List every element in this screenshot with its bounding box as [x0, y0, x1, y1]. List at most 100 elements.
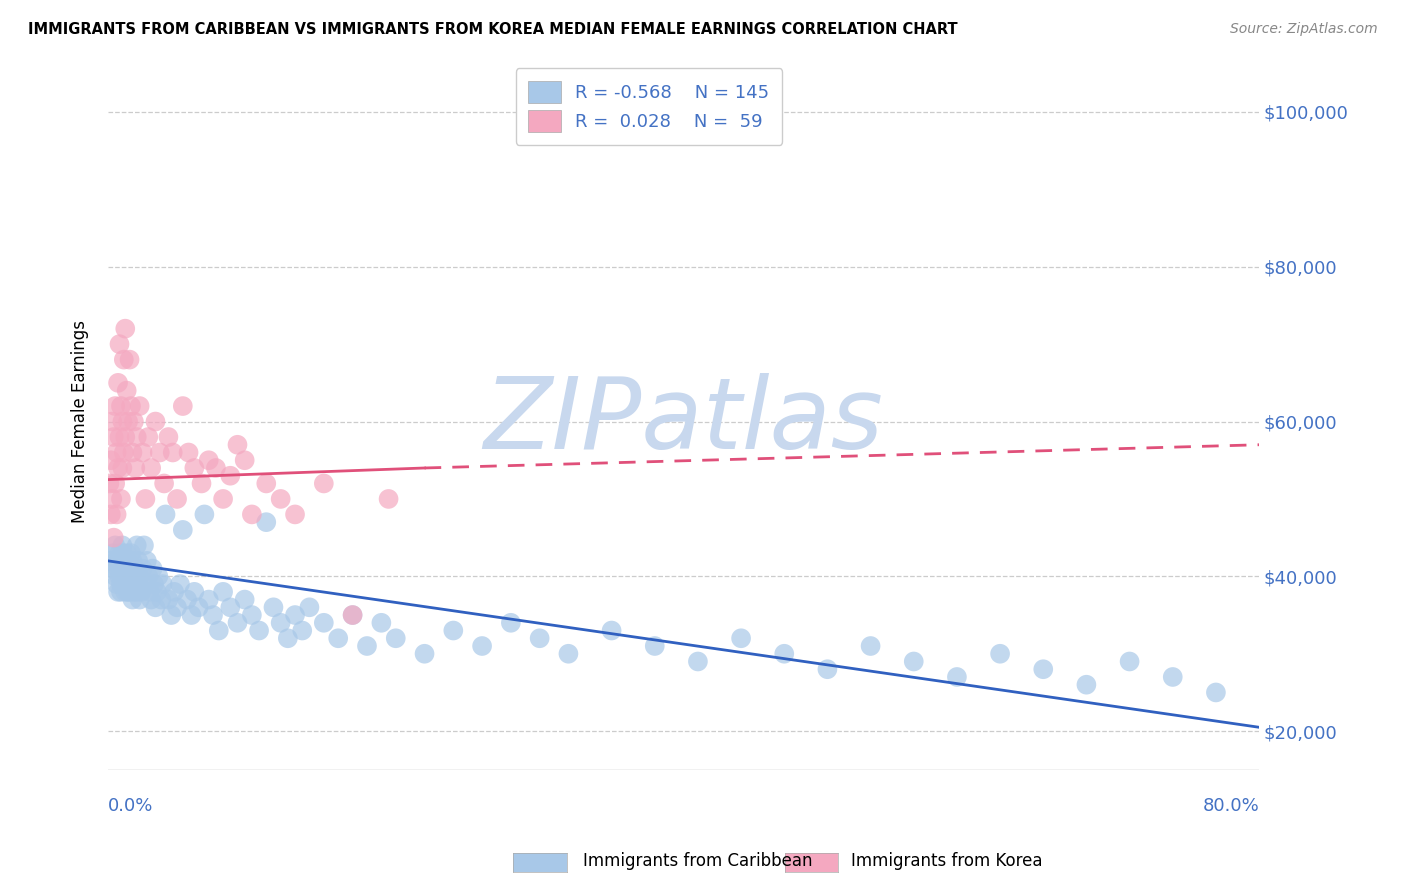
- Point: [121, 592, 143, 607]
- Point: [312, 615, 335, 630]
- Point: [197, 453, 219, 467]
- Point: [176, 592, 198, 607]
- Point: [101, 491, 124, 506]
- Point: [145, 415, 167, 429]
- Point: [105, 445, 128, 459]
- Point: [212, 491, 235, 506]
- Point: [117, 554, 139, 568]
- Point: [111, 415, 134, 429]
- Point: [107, 376, 129, 390]
- Point: [105, 508, 128, 522]
- Point: [118, 561, 141, 575]
- Point: [157, 430, 180, 444]
- Point: [441, 624, 464, 638]
- Point: [177, 445, 200, 459]
- Point: [499, 615, 522, 630]
- Point: [141, 592, 163, 607]
- Point: [600, 624, 623, 638]
- Point: [110, 577, 132, 591]
- Point: [254, 515, 277, 529]
- Point: [108, 569, 131, 583]
- Point: [142, 561, 165, 575]
- Point: [155, 508, 177, 522]
- Point: [112, 352, 135, 367]
- Point: [115, 384, 138, 398]
- Point: [112, 577, 135, 591]
- Point: [125, 538, 148, 552]
- Point: [141, 461, 163, 475]
- Point: [103, 546, 125, 560]
- Point: [100, 554, 122, 568]
- Legend: R = -0.568    N = 145, R =  0.028    N =  59: R = -0.568 N = 145, R = 0.028 N = 59: [516, 69, 782, 145]
- Point: [121, 554, 143, 568]
- Point: [152, 577, 174, 591]
- Point: [122, 415, 145, 429]
- Text: Source: ZipAtlas.com: Source: ZipAtlas.com: [1230, 22, 1378, 37]
- Point: [125, 430, 148, 444]
- Point: [128, 592, 150, 607]
- Point: [277, 632, 299, 646]
- Point: [138, 584, 160, 599]
- Point: [131, 445, 153, 459]
- Point: [104, 538, 127, 552]
- Point: [172, 523, 194, 537]
- Point: [233, 592, 256, 607]
- Point: [946, 670, 969, 684]
- Point: [262, 600, 284, 615]
- Point: [127, 577, 149, 591]
- Point: [247, 624, 270, 638]
- Point: [118, 584, 141, 599]
- Point: [124, 577, 146, 591]
- Text: 80.0%: 80.0%: [1202, 797, 1260, 815]
- Point: [377, 491, 399, 506]
- Point: [143, 577, 166, 591]
- Point: [108, 554, 131, 568]
- Point: [100, 508, 122, 522]
- Point: [124, 561, 146, 575]
- Point: [107, 561, 129, 575]
- Point: [122, 569, 145, 583]
- Point: [773, 647, 796, 661]
- Point: [120, 546, 142, 560]
- Point: [103, 430, 125, 444]
- Point: [124, 461, 146, 475]
- Point: [157, 592, 180, 607]
- Point: [202, 608, 225, 623]
- Point: [117, 415, 139, 429]
- Point: [312, 476, 335, 491]
- Point: [686, 655, 709, 669]
- Point: [859, 639, 882, 653]
- Point: [107, 584, 129, 599]
- Point: [131, 561, 153, 575]
- Point: [226, 438, 249, 452]
- Point: [115, 546, 138, 560]
- Point: [111, 538, 134, 552]
- Point: [111, 461, 134, 475]
- Point: [284, 508, 307, 522]
- Point: [114, 561, 136, 575]
- Point: [110, 584, 132, 599]
- Point: [103, 531, 125, 545]
- Point: [153, 476, 176, 491]
- Point: [105, 554, 128, 568]
- Point: [101, 415, 124, 429]
- Point: [98, 476, 121, 491]
- Point: [110, 399, 132, 413]
- Point: [122, 584, 145, 599]
- Point: [114, 584, 136, 599]
- Point: [104, 476, 127, 491]
- Point: [1118, 655, 1140, 669]
- Point: [205, 461, 228, 475]
- Point: [557, 647, 579, 661]
- Point: [284, 608, 307, 623]
- Point: [190, 476, 212, 491]
- Point: [114, 321, 136, 335]
- Point: [108, 430, 131, 444]
- Point: [118, 352, 141, 367]
- Point: [120, 577, 142, 591]
- Y-axis label: Median Female Earnings: Median Female Earnings: [72, 320, 89, 523]
- Point: [132, 538, 155, 552]
- Point: [134, 577, 156, 591]
- Point: [112, 445, 135, 459]
- Point: [107, 461, 129, 475]
